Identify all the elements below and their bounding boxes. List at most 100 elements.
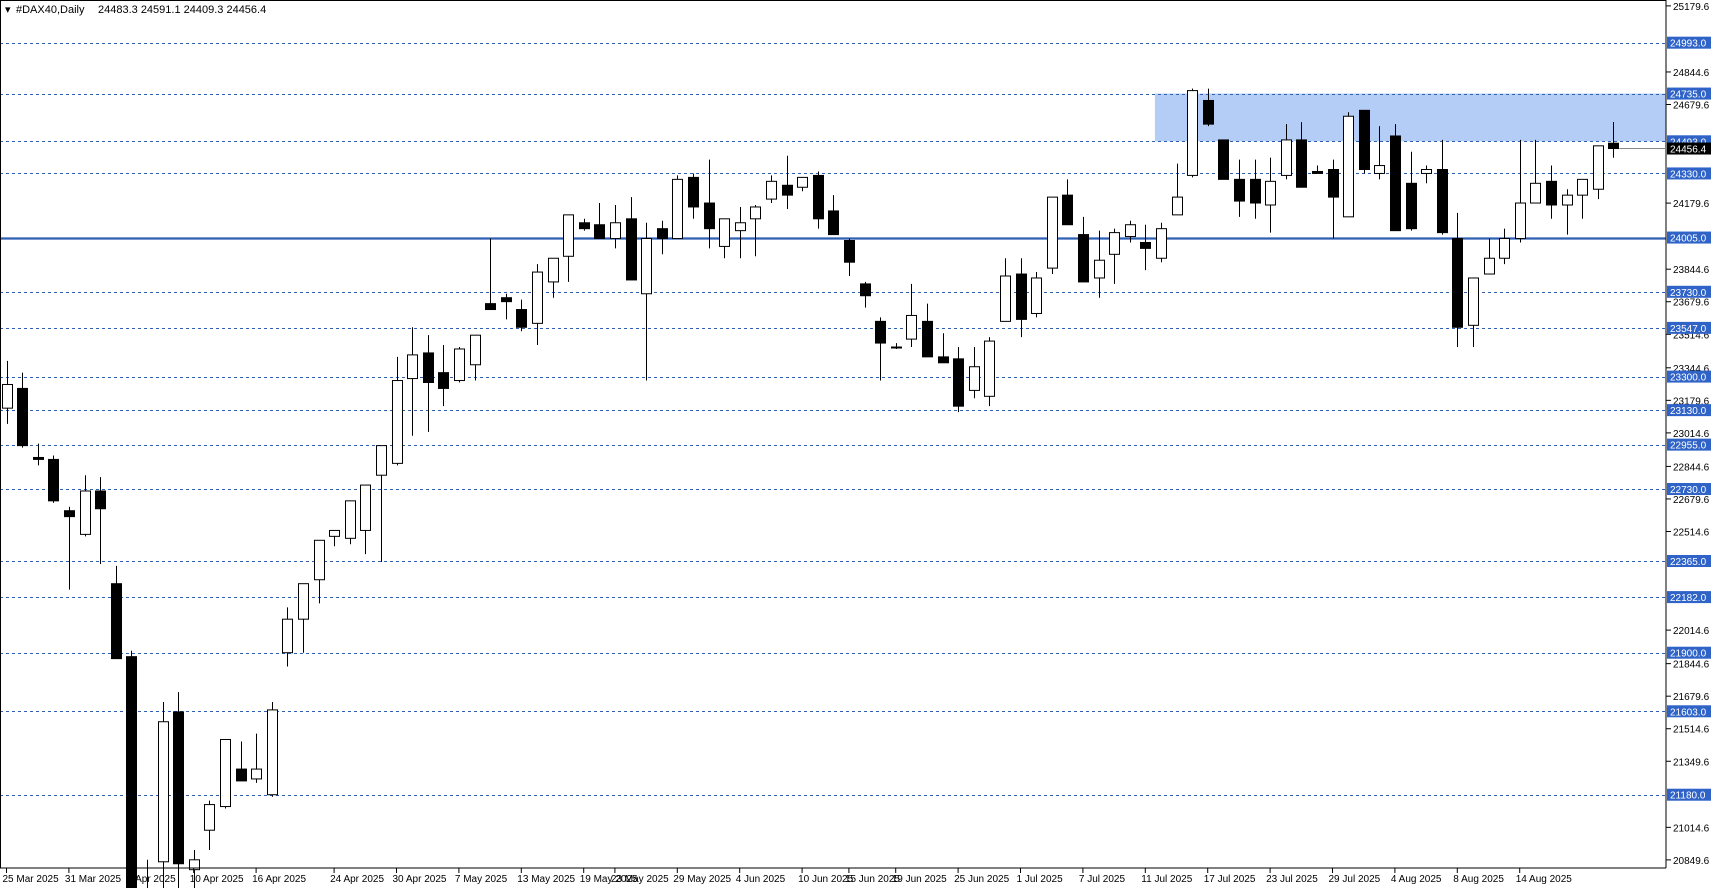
candle[interactable] xyxy=(1562,189,1573,235)
candle[interactable] xyxy=(236,741,247,782)
candle[interactable] xyxy=(1452,212,1463,348)
candle[interactable] xyxy=(454,347,465,383)
candle[interactable] xyxy=(1016,258,1027,338)
candle[interactable] xyxy=(1250,159,1261,219)
candle[interactable] xyxy=(220,738,231,809)
candle[interactable] xyxy=(1515,139,1526,243)
candle[interactable] xyxy=(1343,112,1354,218)
candle[interactable] xyxy=(314,539,325,604)
candle[interactable] xyxy=(922,303,933,358)
candle[interactable] xyxy=(891,343,902,349)
candle[interactable] xyxy=(1234,159,1245,217)
candle[interactable] xyxy=(1312,165,1323,174)
candle[interactable] xyxy=(1172,163,1183,216)
candle[interactable] xyxy=(1406,151,1417,231)
candle[interactable] xyxy=(1328,159,1339,239)
candle[interactable] xyxy=(641,222,652,381)
candle[interactable] xyxy=(80,475,91,537)
candle[interactable] xyxy=(1094,230,1105,298)
candle[interactable] xyxy=(267,702,278,797)
candle[interactable] xyxy=(1530,139,1541,204)
candle[interactable] xyxy=(1203,88,1214,127)
candle[interactable] xyxy=(532,264,543,346)
candle[interactable] xyxy=(953,347,964,413)
candle[interactable] xyxy=(688,173,699,219)
candle[interactable] xyxy=(610,205,621,249)
candle[interactable] xyxy=(1156,222,1167,263)
candle[interactable] xyxy=(828,195,839,236)
candle[interactable] xyxy=(1577,178,1588,219)
candle[interactable] xyxy=(938,333,949,364)
candle[interactable] xyxy=(111,565,122,660)
candle[interactable] xyxy=(626,197,637,281)
candle[interactable] xyxy=(251,733,262,783)
candle[interactable] xyxy=(1078,216,1089,283)
candle[interactable] xyxy=(1468,277,1479,348)
candle[interactable] xyxy=(1484,238,1495,275)
candle[interactable] xyxy=(95,477,106,564)
candle[interactable] xyxy=(1546,165,1557,219)
candle[interactable] xyxy=(329,529,340,547)
candle[interactable] xyxy=(657,220,668,255)
candle[interactable] xyxy=(844,238,855,277)
candle[interactable] xyxy=(1421,165,1432,184)
candle[interactable] xyxy=(1047,196,1058,275)
candle[interactable] xyxy=(298,583,309,653)
candle[interactable] xyxy=(782,155,793,209)
candle[interactable] xyxy=(407,327,418,436)
candle[interactable] xyxy=(1374,126,1385,180)
candle[interactable] xyxy=(126,650,137,893)
candle[interactable] xyxy=(860,281,871,308)
candle[interactable] xyxy=(2,360,13,424)
candle[interactable] xyxy=(1187,88,1198,178)
candle[interactable] xyxy=(17,372,28,448)
candle[interactable] xyxy=(33,443,44,466)
candle[interactable] xyxy=(189,849,200,890)
candle[interactable] xyxy=(1062,179,1073,226)
candle[interactable] xyxy=(438,345,449,407)
candle[interactable] xyxy=(64,506,75,590)
candle[interactable] xyxy=(1218,139,1229,180)
candle[interactable] xyxy=(1000,258,1011,322)
candle[interactable] xyxy=(345,500,356,545)
candle[interactable] xyxy=(594,203,605,240)
candle[interactable] xyxy=(376,445,387,562)
candle[interactable] xyxy=(984,337,995,407)
candle[interactable] xyxy=(766,175,777,204)
candle[interactable] xyxy=(548,257,559,298)
candle[interactable] xyxy=(1390,124,1401,232)
candle[interactable] xyxy=(719,218,730,259)
candle[interactable] xyxy=(470,334,481,381)
candle[interactable] xyxy=(969,347,980,399)
candle[interactable] xyxy=(485,238,496,311)
candle[interactable] xyxy=(392,356,403,466)
candle[interactable] xyxy=(1359,109,1370,174)
candle[interactable] xyxy=(563,214,574,282)
candle[interactable] xyxy=(360,484,371,555)
candle[interactable] xyxy=(813,171,824,229)
candle[interactable] xyxy=(797,176,808,192)
candle[interactable] xyxy=(672,175,683,240)
candle[interactable] xyxy=(1499,228,1510,265)
candle[interactable] xyxy=(501,293,512,320)
candle[interactable] xyxy=(516,299,527,332)
candle[interactable] xyxy=(282,607,293,667)
candle[interactable] xyxy=(735,206,746,259)
candle[interactable] xyxy=(1281,124,1292,180)
candle[interactable] xyxy=(875,317,886,381)
candle[interactable] xyxy=(1265,157,1276,233)
candle[interactable] xyxy=(1608,121,1619,158)
candle[interactable] xyxy=(173,692,184,890)
candle[interactable] xyxy=(579,218,590,231)
candle[interactable] xyxy=(1296,122,1307,188)
candle[interactable] xyxy=(750,205,761,257)
candle[interactable] xyxy=(1437,139,1448,235)
candle[interactable] xyxy=(204,800,215,850)
candle[interactable] xyxy=(158,702,169,893)
candle[interactable] xyxy=(48,455,59,503)
candle[interactable] xyxy=(1593,145,1604,200)
candle[interactable] xyxy=(704,159,715,249)
candle[interactable] xyxy=(423,335,434,432)
candle[interactable] xyxy=(1109,228,1120,284)
